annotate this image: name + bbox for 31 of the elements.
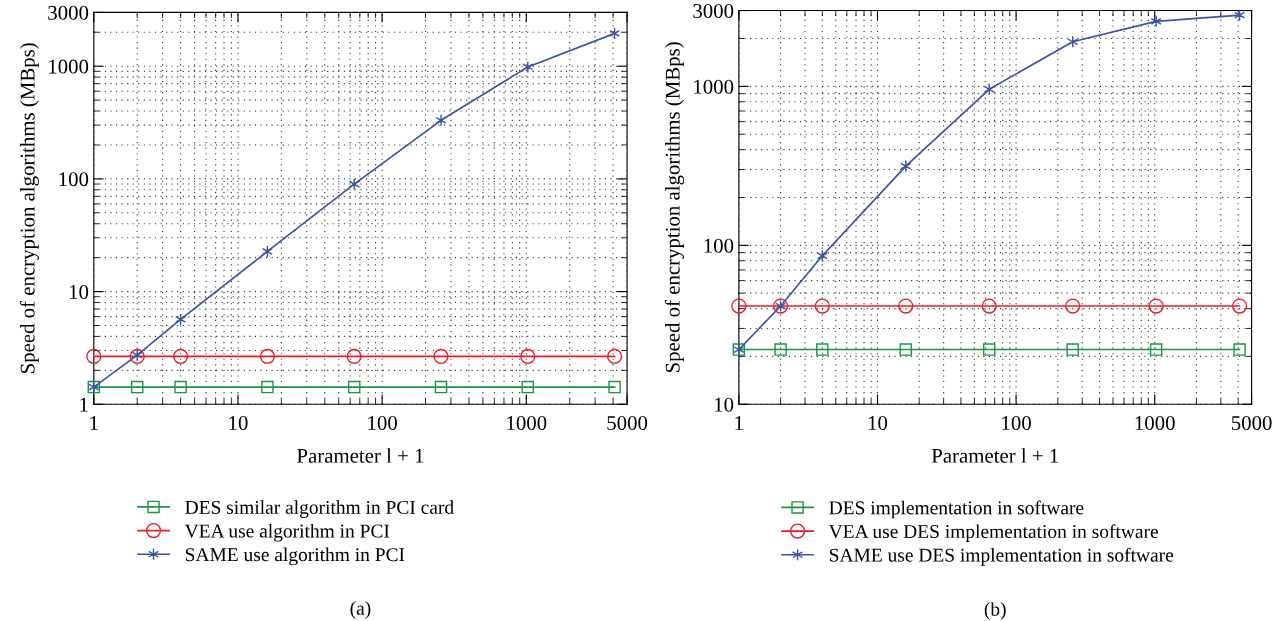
y-tick-label: 3000	[48, 5, 89, 20]
y-tick-label: 1	[80, 397, 88, 412]
x-tick-label: 100	[1002, 415, 1031, 431]
legend-label: DES similar algorithm in PCI card	[185, 500, 454, 518]
text: (a)	[350, 601, 371, 619]
text: (b)	[984, 602, 1006, 620]
x-tick-label: 5000	[1231, 415, 1272, 431]
x-axis-title: Parameter l + 1	[931, 448, 1058, 463]
legend-label: SAME use algorithm in PCI	[185, 547, 405, 566]
x-tick-label: 5000	[607, 415, 648, 431]
x-axis-title: Parameter l + 1	[297, 448, 424, 463]
x-tick-label: 1000	[1135, 415, 1175, 431]
y-tick-label: 100	[704, 238, 734, 253]
y-axis-title: Speed of encryption algorithms (MBps)	[19, 43, 39, 374]
y-tick-label: 10	[69, 284, 89, 300]
x-tick-label: 100	[368, 415, 397, 431]
legend-label: VEA use algorithm in PCI	[184, 523, 390, 542]
y-tick-label: 1000	[694, 79, 734, 94]
y-axis-title: Speed of encryption algorithms (MBps)	[664, 42, 685, 373]
legend-label: VEA use DES implementation in software	[828, 524, 1158, 543]
x-tick-label: 1000	[507, 415, 547, 431]
x-tick-label: 10	[868, 415, 888, 431]
y-tick-label: 3000	[693, 3, 734, 18]
legend-label: DES implementation in software	[829, 500, 1084, 519]
x-tick-label: 1	[735, 416, 743, 430]
y-tick-label: 10	[715, 397, 734, 412]
legend-label: SAME use DES implementation in software	[829, 547, 1174, 566]
y-tick-label: 100	[59, 172, 89, 187]
y-tick-label: 1000	[49, 59, 89, 74]
x-tick-label: 1	[90, 416, 98, 430]
x-tick-label: 10	[229, 415, 248, 431]
